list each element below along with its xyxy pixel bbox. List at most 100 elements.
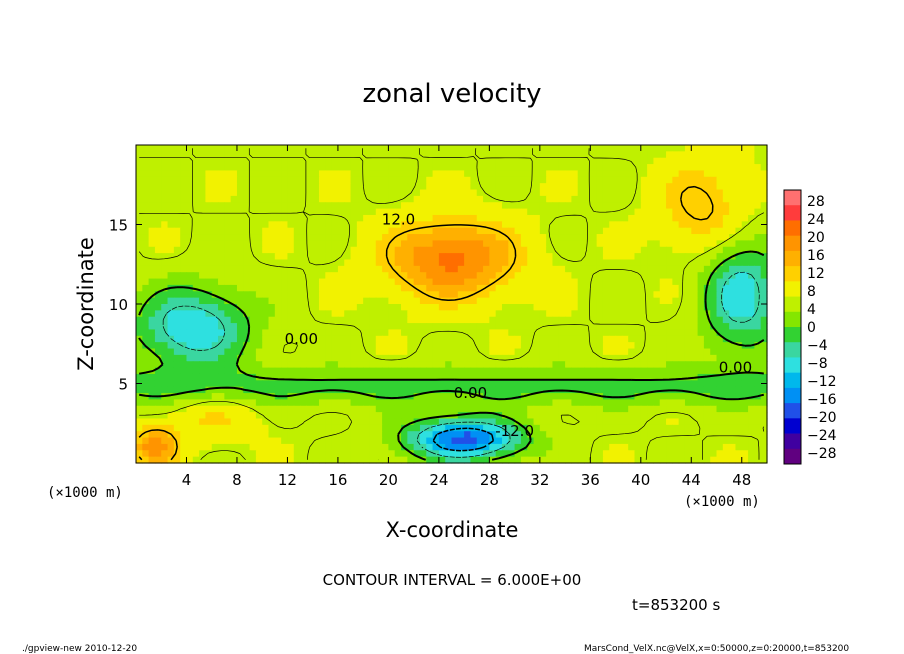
heatmap-cell — [211, 399, 219, 407]
heatmap-cell — [401, 424, 408, 432]
heatmap-cell — [653, 208, 661, 216]
heatmap-cell — [148, 310, 156, 318]
heatmap-cell — [628, 367, 636, 375]
heatmap-cell — [224, 240, 232, 248]
heatmap-cell — [703, 265, 711, 273]
heatmap-cell — [388, 304, 396, 311]
heatmap-cell — [274, 291, 282, 299]
heatmap-cell — [312, 399, 320, 407]
heatmap-cell — [363, 437, 371, 445]
heatmap-cell — [514, 240, 522, 248]
heatmap-cell — [464, 304, 472, 311]
heatmap-cell — [590, 253, 598, 261]
heatmap-cell — [571, 329, 579, 337]
heatmap-cell — [546, 164, 554, 172]
heatmap-cell — [596, 354, 604, 362]
heatmap-cell — [136, 297, 143, 305]
heatmap-cell — [230, 157, 238, 165]
heatmap-cell — [438, 259, 446, 267]
heatmap-cell — [287, 176, 295, 184]
heatmap-cell — [457, 431, 465, 439]
heatmap-cell — [274, 354, 282, 362]
heatmap-cell — [533, 240, 541, 248]
heatmap-cell — [457, 195, 465, 203]
heatmap-cell — [167, 170, 175, 178]
heatmap-cell — [710, 354, 718, 362]
heatmap-cell — [142, 214, 150, 222]
heatmap-cell — [356, 424, 364, 432]
heatmap-cell — [710, 164, 718, 172]
heatmap-cell — [754, 443, 762, 451]
heatmap-cell — [571, 380, 579, 388]
heatmap-cell — [432, 272, 440, 280]
heatmap-cell — [306, 456, 314, 464]
heatmap-cell — [249, 335, 257, 343]
heatmap-cell — [287, 164, 295, 172]
heatmap-cell — [173, 157, 181, 165]
heatmap-cell — [520, 297, 528, 305]
heatmap-cell — [590, 316, 598, 324]
heatmap-cell — [501, 265, 509, 273]
heatmap-cell — [691, 431, 699, 439]
heatmap-cell — [148, 208, 156, 216]
heatmap-cell — [684, 431, 692, 439]
heatmap-cell — [621, 202, 629, 210]
heatmap-cell — [615, 234, 623, 241]
heatmap-cell — [653, 265, 661, 273]
heatmap-cell — [432, 202, 440, 210]
heatmap-cell — [419, 227, 427, 235]
heatmap-cell — [413, 393, 421, 400]
heatmap-cell — [609, 170, 617, 178]
heatmap-cell — [243, 348, 251, 356]
heatmap-cell — [293, 297, 301, 305]
heatmap-cell — [476, 424, 484, 432]
heatmap-cell — [401, 450, 408, 458]
heatmap-cell — [697, 450, 705, 458]
heatmap-cell — [243, 399, 251, 407]
heatmap-cell — [501, 214, 509, 222]
heatmap-cell — [678, 335, 686, 343]
heatmap-cell — [495, 443, 503, 451]
heatmap-cell — [615, 412, 623, 420]
heatmap-cell — [136, 214, 143, 222]
heatmap-cell — [199, 348, 207, 356]
heatmap-cell — [262, 399, 270, 407]
heatmap-cell — [640, 234, 648, 241]
heatmap-cell — [520, 348, 528, 356]
heatmap-cell — [142, 227, 150, 235]
heatmap-cell — [647, 412, 655, 420]
heatmap-cell — [653, 418, 661, 426]
heatmap-cell — [199, 342, 207, 350]
heatmap-cell — [640, 329, 648, 337]
heatmap-cell — [413, 443, 421, 451]
heatmap-cell — [703, 450, 711, 458]
heatmap-cell — [173, 297, 181, 305]
heatmap-cell — [401, 304, 408, 311]
heatmap-cell — [369, 164, 377, 172]
heatmap-cell — [634, 450, 642, 458]
heatmap-cell — [154, 265, 162, 273]
heatmap-cell — [470, 405, 478, 413]
heatmap-cell — [211, 412, 219, 420]
heatmap-cell — [533, 304, 541, 311]
heatmap-cell — [344, 450, 352, 458]
heatmap-cell — [754, 265, 762, 273]
heatmap-cell — [419, 253, 427, 261]
heatmap-cell — [602, 399, 610, 407]
heatmap-cell — [211, 380, 219, 388]
heatmap-cell — [262, 284, 270, 292]
heatmap-cell — [552, 195, 560, 203]
heatmap-cell — [760, 348, 768, 356]
heatmap-cell — [514, 183, 522, 191]
heatmap-cell — [590, 189, 598, 197]
heatmap-cell — [306, 348, 314, 356]
heatmap-cell — [691, 424, 699, 432]
heatmap-cell — [508, 284, 516, 292]
heatmap-cell — [722, 361, 730, 369]
heatmap-cell — [293, 405, 301, 413]
heatmap-cell — [369, 259, 377, 267]
heatmap-cell — [501, 316, 509, 324]
heatmap-cell — [350, 431, 358, 439]
heatmap-cell — [224, 418, 232, 426]
heatmap-cell — [527, 170, 535, 178]
